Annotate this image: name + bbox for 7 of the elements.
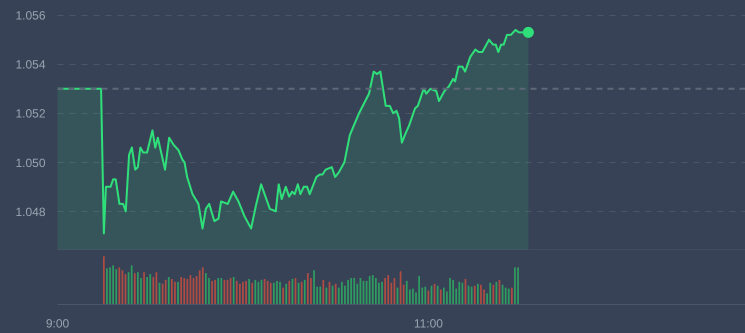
x-tick-label: 11:00 [414, 316, 444, 330]
x-tick-label: 9:00 [46, 316, 70, 330]
y-tick-label: 1.056 [15, 8, 46, 23]
y-tick-label: 1.052 [15, 106, 46, 121]
y-tick-label: 1.048 [15, 204, 46, 219]
y-tick-label: 1.054 [15, 58, 46, 72]
y-tick-label: 1.050 [15, 156, 46, 170]
